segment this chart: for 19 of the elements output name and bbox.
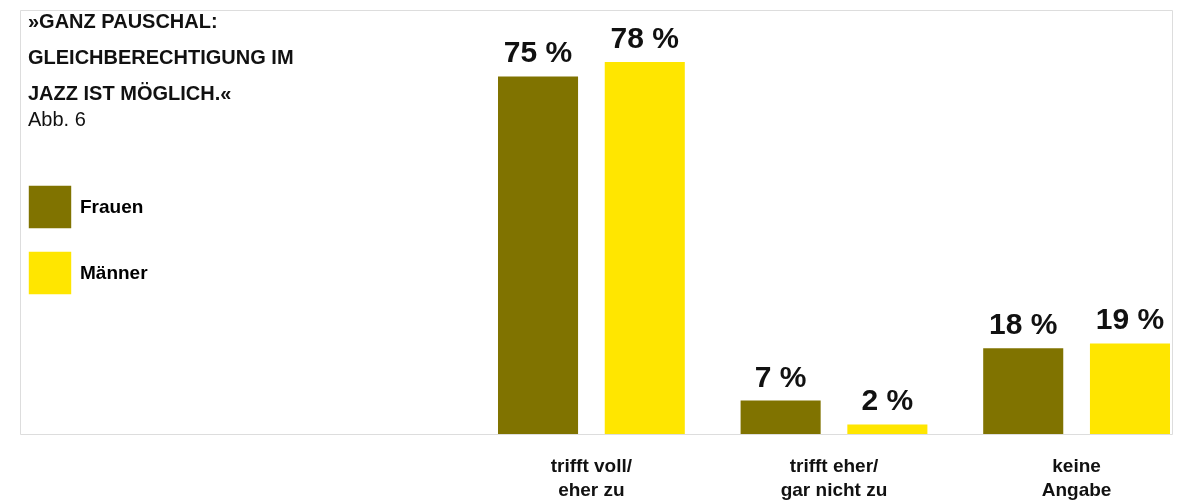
data-label: 7 % xyxy=(754,359,807,393)
bar xyxy=(1089,343,1170,434)
text: Abb. 6 xyxy=(28,108,86,130)
bar xyxy=(740,400,821,434)
x-tick-label: trifft voll/ eher zu xyxy=(550,454,633,500)
legend-label: Frauen xyxy=(80,196,144,217)
x-tick-label: trifft eher/ gar nicht zu xyxy=(780,454,888,500)
bar xyxy=(983,348,1064,434)
data-label: 18 % xyxy=(989,307,1058,341)
data-label: 78 % xyxy=(610,21,679,55)
data-label: 2 % xyxy=(861,383,914,417)
data-label: 75 % xyxy=(503,35,573,69)
text: »GANZ PAUSCHAL: GLEICHBERECHTIGUNG IM JAZZ IST MÖGLICH.« xyxy=(28,10,294,104)
data-label: 19 % xyxy=(1095,302,1165,336)
bar xyxy=(604,62,685,434)
bar xyxy=(498,76,579,434)
legend-label: Männer xyxy=(80,262,149,283)
x-tick-label: keine Angabe xyxy=(1041,454,1112,500)
bar xyxy=(847,424,928,434)
